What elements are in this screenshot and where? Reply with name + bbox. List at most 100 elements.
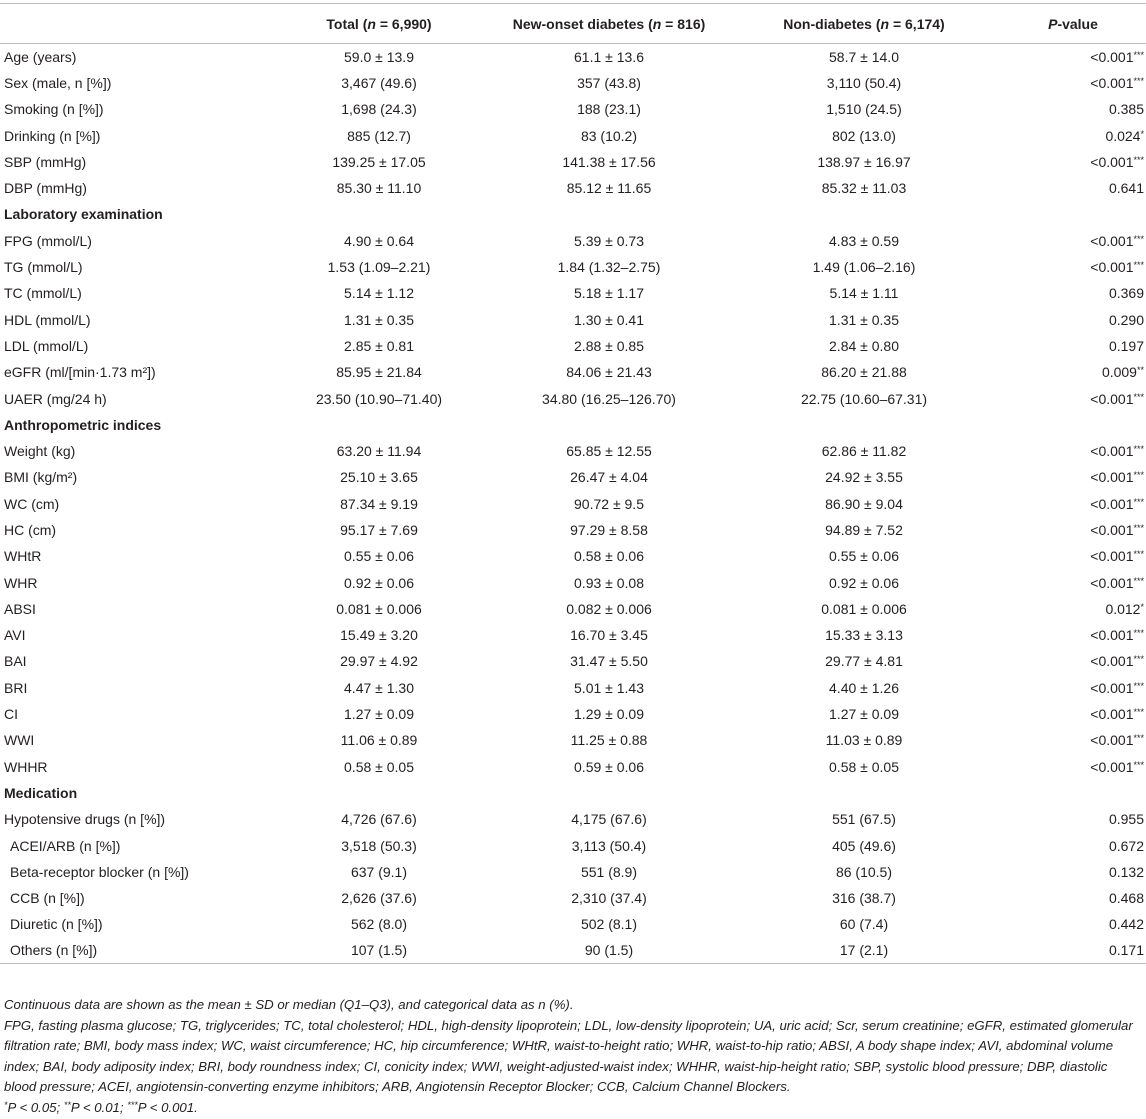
cell-total: 0.081 ± 0.006 (336, 600, 422, 617)
table-row: eGFR (ml/[min·1.73 m²]) 85.95 ± 21.84 84.0… (0, 359, 1146, 385)
cell-total: 63.20 ± 11.94 (336, 443, 422, 460)
p-value-text: 0.369 (1108, 285, 1144, 302)
cell-p-value: <0.001*** (1000, 254, 1146, 280)
cell-total: 637 (9.1) (350, 863, 408, 880)
cell-p-value: <0.001*** (1000, 622, 1146, 648)
cell-total: 4.90 ± 0.64 (344, 232, 414, 249)
cell-total: 2,626 (37.6) (341, 890, 417, 907)
cell-non-diabetes: 86.90 ± 9.04 (825, 495, 903, 512)
sig-text-2: P < 0.01; (70, 1099, 128, 1115)
section-row: Laboratory examination (0, 201, 1146, 227)
cell-non-diabetes: 0.081 ± 0.006 (821, 600, 907, 617)
cell-p-value: <0.001*** (1000, 648, 1146, 674)
cell-p-value: 0.009** (1000, 359, 1146, 385)
p-value-text: 0.641 (1108, 180, 1144, 197)
table-row: LDL (mmol/L) 2.85 ± 0.81 2.88 ± 0.85 2.84 ±… (0, 333, 1146, 359)
significance-mark: *** (1133, 233, 1144, 244)
cell-total: 562 (8.0) (350, 916, 408, 933)
table-row: SBP (mmHg) 139.25 ± 17.05 141.38 ± 17.56 13… (0, 149, 1146, 175)
p-value-text: <0.001 (1090, 390, 1134, 407)
cell-p-value: 0.132 (1000, 859, 1146, 885)
cell-new-onset: 357 (43.8) (577, 74, 641, 91)
cell-new-onset: 26.47 ± 4.04 (570, 469, 648, 486)
table-row: Weight (kg) 63.20 ± 11.94 65.85 ± 12.55 62.… (0, 438, 1146, 464)
section-label: Anthropometric indices (4, 416, 162, 433)
row-label: LDL (mmol/L) (4, 337, 89, 354)
row-label: DBP (mmHg) (4, 180, 87, 197)
cell-p-value: <0.001*** (1000, 491, 1146, 517)
cell-new-onset: 90 (1.5) (490, 937, 728, 965)
footnote-significance: *P < 0.05; **P < 0.01; ***P < 0.001. (4, 1098, 1142, 1119)
cell-non-diabetes: 0.58 ± 0.05 (829, 758, 899, 775)
table-row: Drinking (n [%]) 885 (12.7) 83 (10.2) 802 (… (0, 122, 1146, 148)
cell-new-onset: 84.06 ± 21.43 (566, 364, 652, 381)
cell-new-onset: 5.18 ± 1.17 (574, 285, 644, 302)
cell-new-onset: 141.38 ± 17.56 (562, 153, 656, 170)
cell-total: 15.49 ± 3.20 (340, 627, 418, 644)
row-label: BRI (4, 679, 28, 696)
cell-new-onset: 61.1 ± 13.6 (574, 48, 644, 65)
cell-new-onset: 0.59 ± 0.06 (574, 758, 644, 775)
table-body: Age (years) 59.0 ± 13.9 61.1 ± 13.6 58.7 ± … (0, 44, 1146, 965)
cell-new-onset: 0.082 ± 0.006 (566, 600, 652, 617)
row-label: ABSI (4, 600, 36, 617)
table-row: TG (mmol/L) 1.53 (1.09–2.21) 1.84 (1.32–2.… (0, 254, 1146, 280)
cell-p-value: <0.001*** (1000, 727, 1146, 753)
cell-non-diabetes: 3,110 (50.4) (826, 74, 902, 91)
cell-p-value: 0.197 (1000, 333, 1146, 359)
cell-new-onset: 85.12 ± 11.65 (566, 180, 652, 197)
table-row: ACEI/ARB (n [%]) 3,518 (50.3) 3,113 (50.4)… (0, 832, 1146, 858)
cell-new-onset: 65.85 ± 12.55 (566, 443, 652, 460)
significance-mark: *** (1133, 733, 1144, 744)
cell-p-value: 0.955 (1000, 806, 1146, 832)
cell-total: 2.85 ± 0.81 (344, 337, 414, 354)
cell-total: 885 (12.7) (347, 127, 411, 144)
cell-total: 59.0 ± 13.9 (344, 48, 414, 65)
significance-mark: *** (1133, 628, 1144, 639)
cell-p-value: 0.672 (1000, 832, 1146, 858)
table-row: WC (cm) 87.34 ± 9.19 90.72 ± 9.5 86.90 ± 9.… (0, 491, 1146, 517)
cell-total: 29.97 ± 4.92 (340, 653, 418, 670)
significance-mark: *** (1133, 575, 1144, 586)
cell-non-diabetes: 551 (67.5) (832, 811, 896, 828)
p-value-text: 0.009 (1101, 364, 1137, 381)
table-row: AVI 15.49 ± 3.20 16.70 ± 3.45 15.33 ± 3.13 <… (0, 622, 1146, 648)
cell-new-onset: 83 (10.2) (580, 127, 638, 144)
cell-non-diabetes: 11.03 ± 0.89 (825, 732, 903, 749)
cell-non-diabetes: 94.89 ± 7.52 (825, 521, 903, 538)
significance-mark: *** (1133, 522, 1144, 533)
cell-non-diabetes: 1.27 ± 0.09 (829, 706, 899, 723)
row-label: UAER (mg/24 h) (4, 390, 107, 407)
cell-total: 5.14 ± 1.12 (344, 285, 414, 302)
table-row: Sex (male, n [%]) 3,467 (49.6) 357 (43.8) 3… (0, 70, 1146, 96)
cell-total: 1.31 ± 0.35 (344, 311, 414, 328)
cell-total: 4.47 ± 1.30 (344, 679, 414, 696)
cell-p-value: <0.001*** (1000, 675, 1146, 701)
cell-non-diabetes: 86 (10.5) (835, 863, 893, 880)
cell-total: 1,698 (24.3) (341, 101, 417, 118)
header-new-onset: New-onset diabetes (n = 816) (490, 3, 728, 44)
cell-p-value: 0.171 (1000, 937, 1146, 965)
row-label: WC (cm) (4, 495, 60, 512)
table-row: WHtR 0.55 ± 0.06 0.58 ± 0.06 0.55 ± 0.06 <0.… (0, 543, 1146, 569)
cell-non-diabetes: 1.31 ± 0.35 (829, 311, 899, 328)
row-label: Beta-receptor blocker (n [%]) (10, 863, 189, 880)
sig-mark-2: ** (63, 1099, 71, 1110)
p-value-text: <0.001 (1090, 232, 1134, 249)
cell-p-value: 0.641 (1000, 175, 1146, 201)
cell-p-value: 0.442 (1000, 911, 1146, 937)
p-value-text: <0.001 (1090, 627, 1134, 644)
row-label: AVI (4, 627, 26, 644)
row-label: WHR (4, 574, 38, 591)
significance-mark: *** (1133, 759, 1144, 770)
cell-new-onset: 97.29 ± 8.58 (570, 521, 648, 538)
cell-p-value: <0.001*** (1000, 438, 1146, 464)
cell-non-diabetes: 1,510 (24.5) (826, 101, 902, 118)
row-label: Others (n [%]) (0, 937, 268, 965)
p-value-text: 0.442 (1108, 916, 1144, 933)
cell-non-diabetes: 2.84 ± 0.80 (829, 337, 899, 354)
cell-p-value: <0.001*** (1000, 701, 1146, 727)
row-label: Drinking (n [%]) (4, 127, 101, 144)
cell-non-diabetes: 60 (7.4) (839, 916, 889, 933)
table-row: Others (n [%]) 107 (1.5) 90 (1.5) 17 (2.1) 0… (0, 937, 1146, 965)
